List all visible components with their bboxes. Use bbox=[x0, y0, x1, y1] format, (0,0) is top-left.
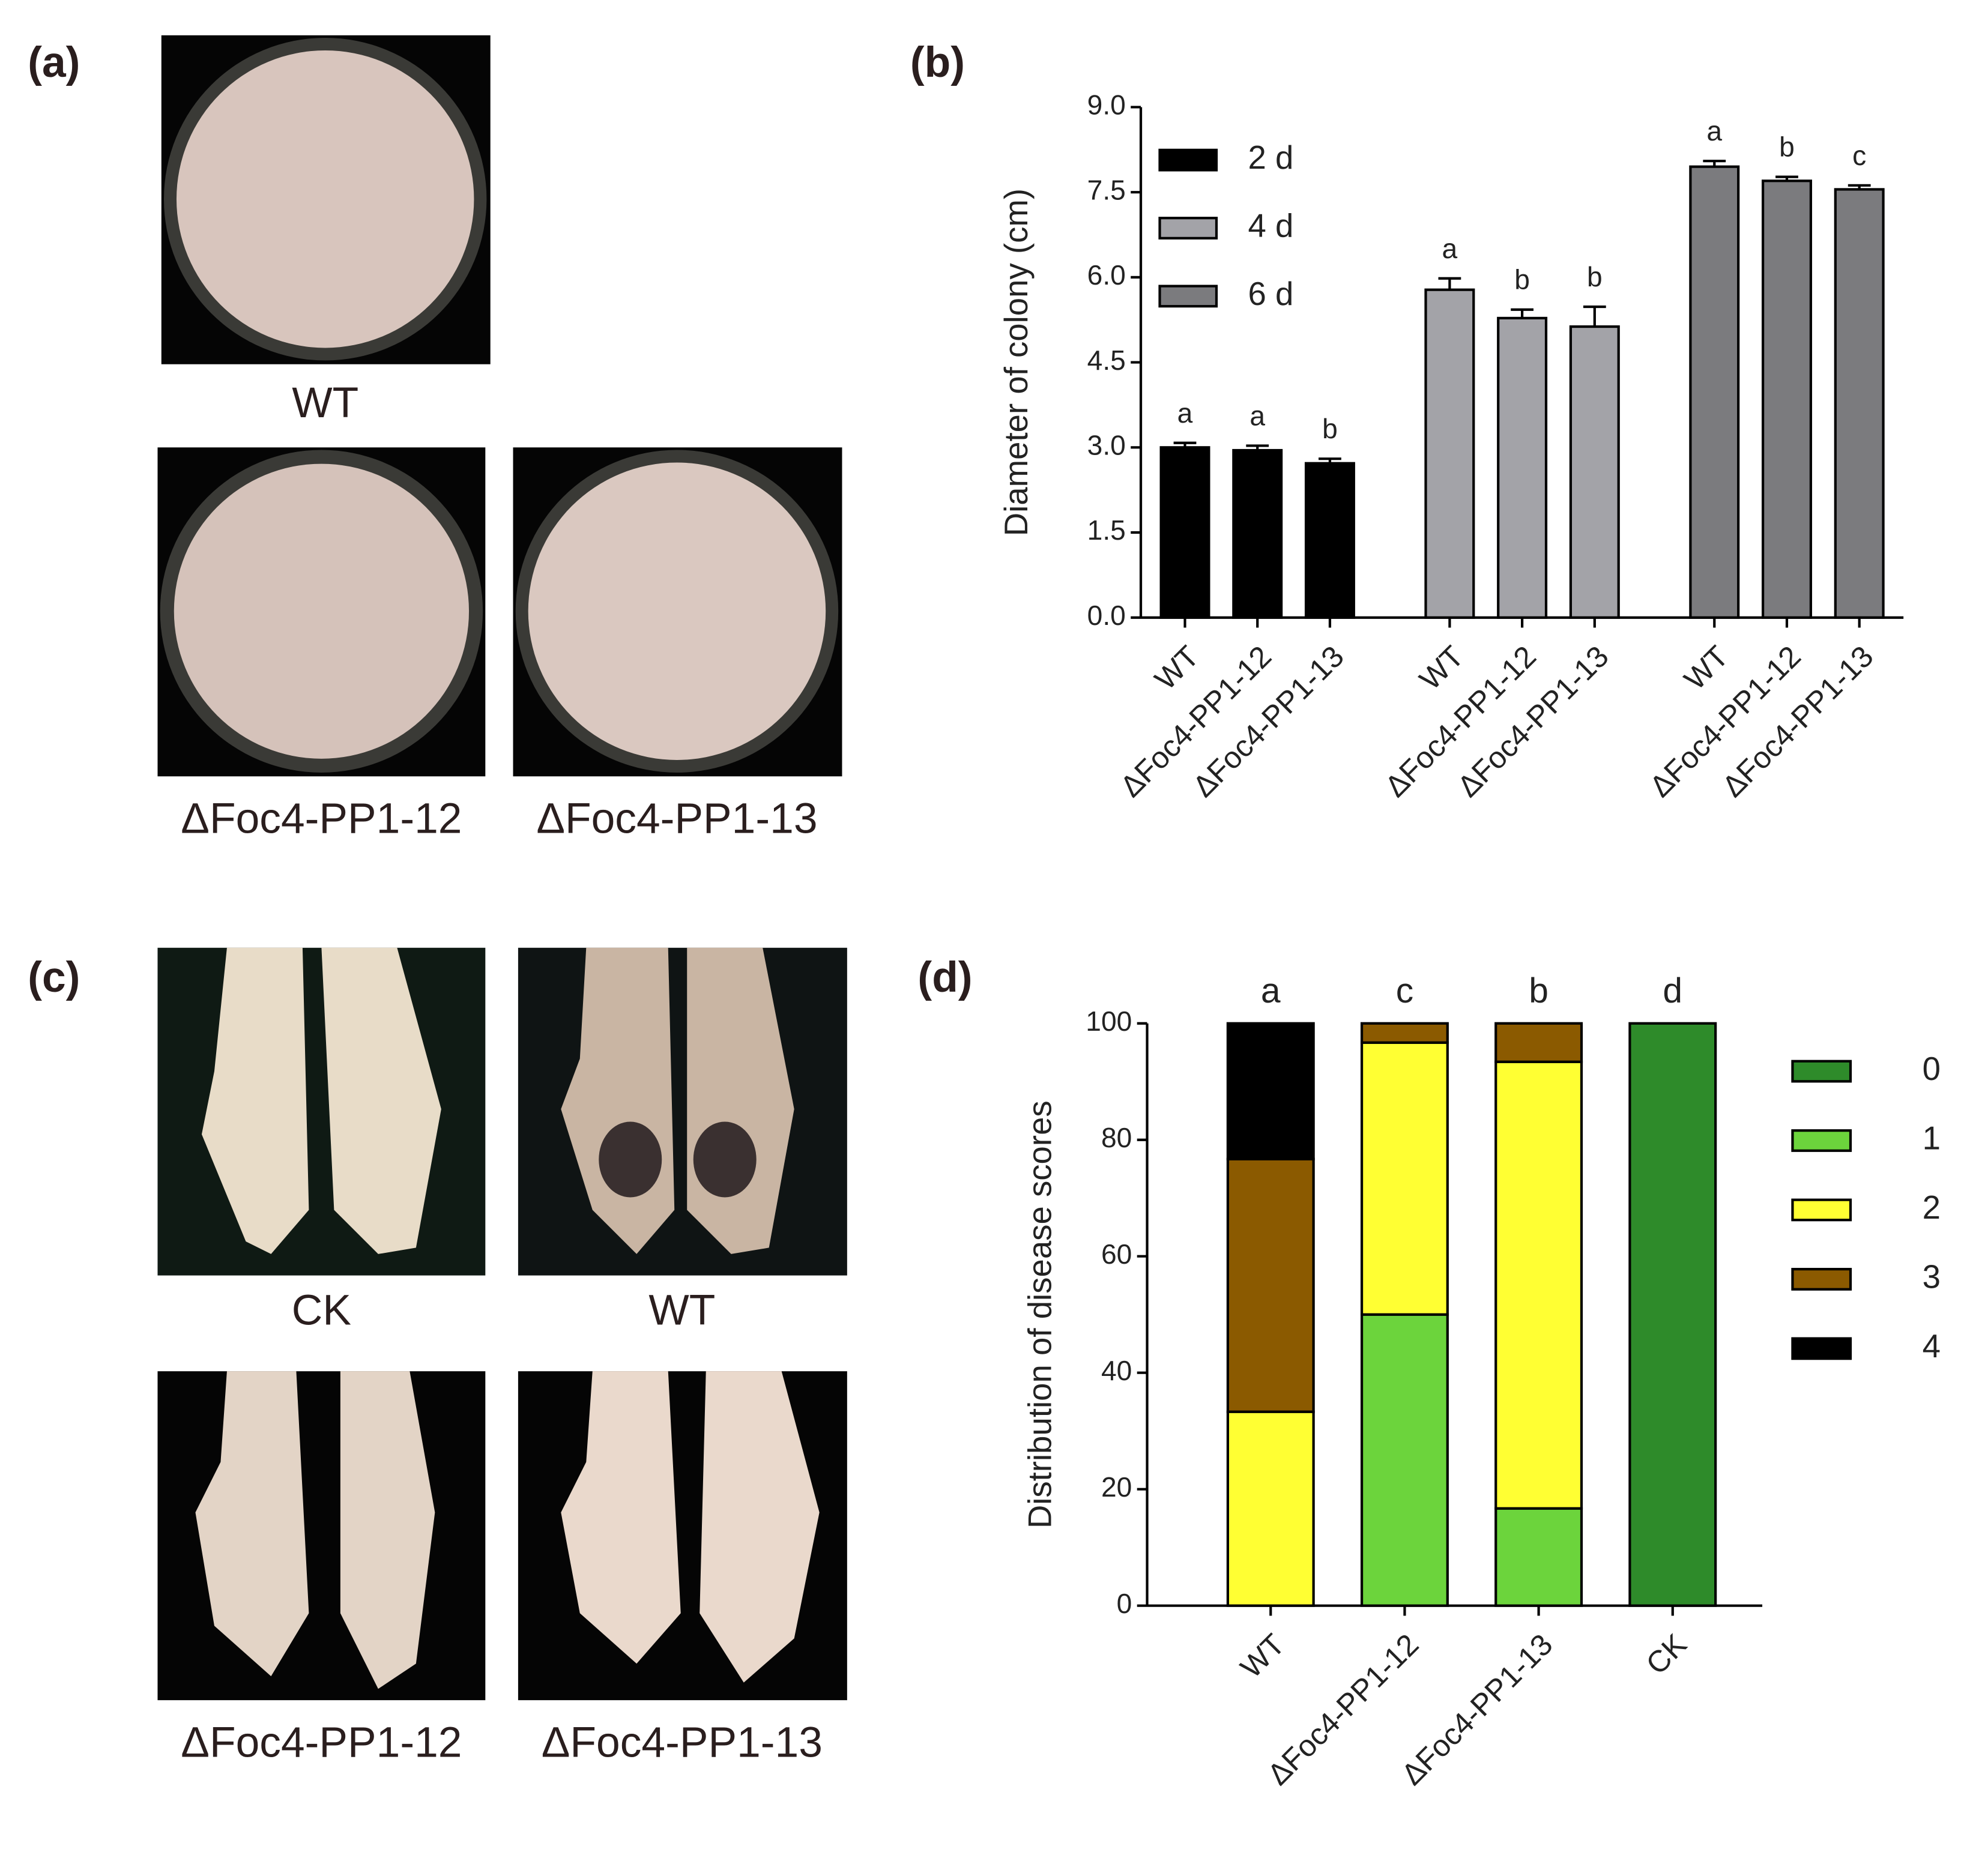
error-bar bbox=[1848, 184, 1871, 190]
y-tick-label: 6.0 bbox=[1087, 259, 1126, 291]
legend-label: 0 bbox=[1923, 1051, 1941, 1087]
y-tick-label: 40 bbox=[1101, 1355, 1132, 1386]
legend-swatch bbox=[1791, 1337, 1852, 1360]
significance-letter: b bbox=[1529, 971, 1549, 1010]
legend-label: 3 bbox=[1923, 1258, 1941, 1295]
x-tick-label: CK bbox=[1639, 1627, 1693, 1681]
bar-segment bbox=[1226, 1410, 1315, 1607]
error-bar bbox=[1511, 308, 1534, 318]
x-tick-label: WT bbox=[1148, 639, 1206, 696]
bar bbox=[1232, 448, 1283, 619]
bar-segment bbox=[1226, 1157, 1315, 1413]
photo-caption: ΔFoc4-PP1-12 bbox=[181, 1719, 462, 1767]
error-bar bbox=[1319, 457, 1341, 463]
error-bar bbox=[1173, 441, 1197, 448]
significance-letter: a bbox=[1249, 400, 1265, 431]
significance-letter: b bbox=[1587, 261, 1603, 292]
bar-segment bbox=[1360, 1022, 1449, 1044]
significance-letter: a bbox=[1442, 233, 1458, 264]
significance-letter: c bbox=[1396, 971, 1413, 1010]
photo-caption: ΔFoc4-PP1-13 bbox=[542, 1719, 823, 1767]
error-bar bbox=[1583, 305, 1606, 327]
legend-label: 2 d bbox=[1248, 139, 1293, 176]
legend-label: 4 d bbox=[1248, 207, 1293, 244]
y-tick-label: 0 bbox=[1117, 1588, 1132, 1619]
legend-swatch bbox=[1158, 285, 1218, 308]
panel-label: (c) bbox=[28, 953, 80, 1001]
bar-segment bbox=[1494, 1507, 1583, 1607]
photo-caption: WT bbox=[648, 1286, 715, 1334]
legend-swatch bbox=[1791, 1268, 1852, 1291]
bar-segment bbox=[1226, 1022, 1315, 1160]
bar bbox=[1304, 462, 1355, 619]
significance-letter: b bbox=[1322, 413, 1338, 444]
error-bar bbox=[1703, 160, 1726, 167]
y-tick-label: 0.0 bbox=[1087, 600, 1126, 631]
legend-label: 4 bbox=[1923, 1328, 1941, 1365]
x-tick-label: WT bbox=[1234, 1627, 1292, 1684]
legend-swatch bbox=[1158, 217, 1218, 240]
bar-segment bbox=[1628, 1022, 1717, 1607]
significance-letter: a bbox=[1177, 397, 1193, 429]
bar bbox=[1569, 325, 1620, 619]
bar bbox=[1689, 165, 1740, 619]
y-tick-label: 4.5 bbox=[1087, 345, 1126, 376]
plate-photos bbox=[157, 35, 842, 777]
significance-letter: a bbox=[1706, 115, 1722, 146]
legend-swatch bbox=[1791, 1060, 1852, 1083]
error-bar bbox=[1438, 277, 1461, 290]
bar bbox=[1497, 316, 1548, 619]
bar-segment bbox=[1494, 1060, 1583, 1510]
stem-photos bbox=[157, 947, 847, 1701]
photo-caption: ΔFoc4-PP1-13 bbox=[536, 795, 817, 843]
significance-letter: b bbox=[1514, 264, 1530, 295]
legend-label: 2 bbox=[1923, 1189, 1941, 1226]
legend-swatch bbox=[1791, 1198, 1852, 1222]
legend-swatch bbox=[1791, 1129, 1852, 1152]
y-axis-label: Distribution of disease scores bbox=[1022, 1100, 1059, 1528]
photo-caption: CK bbox=[292, 1286, 351, 1334]
bar-segment bbox=[1360, 1313, 1449, 1607]
photo-caption: ΔFoc4-PP1-12 bbox=[181, 795, 462, 843]
error-bar bbox=[1246, 444, 1269, 451]
x-tick-label: WT bbox=[1678, 639, 1735, 696]
significance-letter: d bbox=[1663, 971, 1682, 1010]
photo-caption: WT bbox=[292, 379, 358, 427]
bar bbox=[1159, 446, 1210, 619]
y-tick-label: 1.5 bbox=[1087, 514, 1126, 546]
bar bbox=[1761, 179, 1812, 619]
panel-label: (d) bbox=[917, 953, 972, 1001]
y-tick-label: 100 bbox=[1086, 1006, 1132, 1037]
legend-label: 6 d bbox=[1248, 276, 1293, 312]
legend-label: 1 bbox=[1923, 1120, 1941, 1156]
y-tick-label: 3.0 bbox=[1087, 430, 1126, 461]
y-axis-label: Diameter of colony (cm) bbox=[998, 189, 1035, 536]
error-bar bbox=[1775, 175, 1798, 181]
bar bbox=[1834, 188, 1885, 619]
significance-letter: c bbox=[1852, 140, 1866, 171]
panel-label: (b) bbox=[910, 38, 965, 86]
significance-letter: b bbox=[1779, 131, 1795, 163]
significance-letter: a bbox=[1261, 971, 1281, 1010]
panel-label: (a) bbox=[28, 38, 80, 86]
y-tick-label: 7.5 bbox=[1087, 174, 1126, 205]
bar-segment bbox=[1360, 1041, 1449, 1316]
legend-swatch bbox=[1158, 148, 1218, 172]
y-tick-label: 80 bbox=[1101, 1122, 1132, 1153]
x-tick-label: WT bbox=[1413, 639, 1470, 696]
y-tick-label: 60 bbox=[1101, 1238, 1132, 1270]
y-tick-label: 20 bbox=[1101, 1471, 1132, 1503]
bar-segment bbox=[1494, 1022, 1583, 1063]
bar bbox=[1424, 288, 1475, 619]
y-tick-label: 9.0 bbox=[1087, 89, 1126, 121]
